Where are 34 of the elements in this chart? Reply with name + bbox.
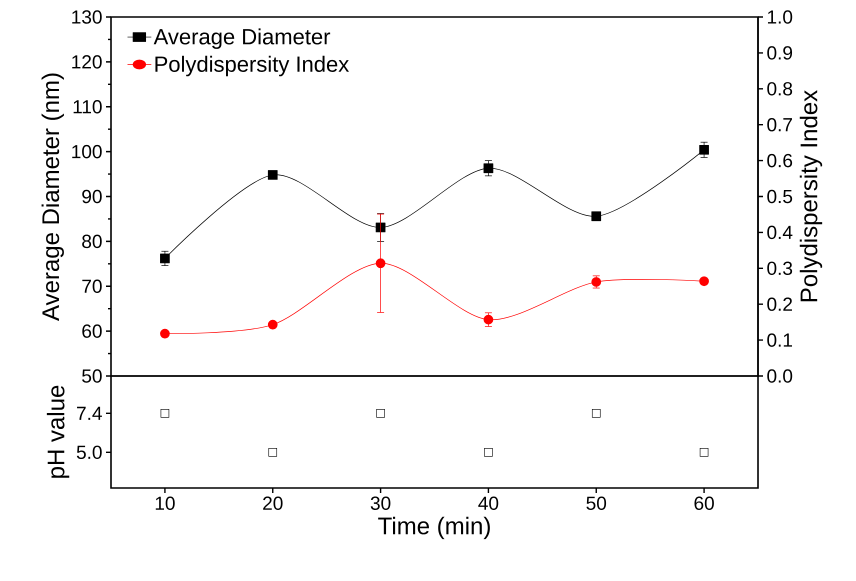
y2-tick-label: 0.2	[767, 297, 792, 311]
y2-tick-label: 0.3	[767, 262, 792, 276]
y2-tick-label: 0.0	[767, 369, 792, 383]
y2-axis-title: Polydispersity Index	[800, 90, 822, 302]
y-axis-title: Average Diameter (nm)	[42, 74, 64, 321]
y-axis-title: pH value	[46, 386, 70, 478]
y2-tick-label: 0.9	[767, 46, 792, 60]
y-tick-label: 7.4	[77, 406, 102, 420]
y2-tick-label: 0.8	[767, 82, 792, 96]
y2-tick-label: 0.5	[767, 190, 792, 204]
y-tick-label: 70	[82, 280, 102, 293]
x-tick-label: 30	[370, 496, 390, 510]
x-axis-title: Time (min)	[378, 516, 490, 540]
y2-tick-label: 0.7	[767, 118, 792, 132]
y-tick-label: 120	[72, 55, 102, 69]
y-tick-label: 80	[82, 234, 102, 248]
y2-tick-label: 0.1	[767, 333, 792, 347]
y-tick-label: 5.0	[76, 446, 102, 460]
legend-label: Polydispersity Index	[155, 56, 350, 76]
y2-tick-label: 0.4	[767, 226, 792, 240]
y-tick-label: 90	[82, 190, 102, 204]
y-tick-label: 100	[72, 144, 102, 158]
y-tick-label: 60	[82, 324, 102, 338]
y-tick-label: 130	[72, 10, 102, 24]
legend-label: Average Diameter	[154, 28, 330, 49]
x-tick-label: 40	[478, 496, 498, 510]
x-tick-label: 10	[156, 496, 175, 510]
y-tick-label: 110	[74, 100, 102, 114]
y2-tick-label: 0.6	[767, 154, 792, 168]
x-tick-label: 50	[586, 496, 606, 510]
y-tick-label: 50	[82, 369, 102, 383]
y2-tick-label: 1.0	[768, 10, 792, 24]
x-tick-label: 20	[263, 496, 283, 510]
x-tick-label: 60	[694, 496, 714, 510]
